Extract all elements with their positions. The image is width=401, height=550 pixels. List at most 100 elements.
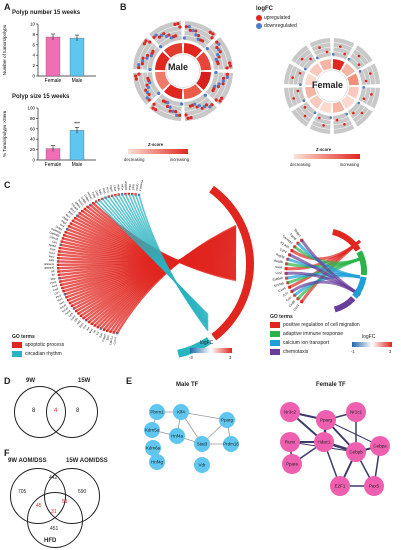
gene-dot — [216, 84, 221, 89]
y-tick-label: 0 — [32, 158, 35, 163]
gene-dot — [208, 30, 212, 34]
grid-ring — [352, 52, 366, 66]
gene-dot — [335, 118, 339, 122]
logfc-right-bar — [352, 342, 392, 347]
gene-label: Bcl3 — [68, 210, 75, 217]
panel-label-d: D — [4, 376, 11, 386]
grid-ring — [184, 30, 211, 42]
tf-node-label: Klf4 — [177, 410, 185, 415]
tf-node-hdac1 — [314, 432, 334, 452]
zscore-decreasing-male: decreasing — [124, 157, 145, 162]
zscore-bar — [155, 52, 170, 71]
gene-dot — [182, 36, 186, 40]
grid-ring — [366, 87, 372, 105]
chemotaxis-swatch — [270, 349, 280, 355]
center-circle — [166, 54, 200, 88]
gene-logfc-cell — [62, 234, 66, 237]
gene-label: Gadd45b — [49, 230, 61, 238]
gene-label: Ucp2 — [131, 184, 135, 191]
migration-swatch — [270, 322, 280, 328]
male-tf-network: Pbrm1 Klf4 Kdm5a Pparg Hnf4a Vdr Stat3 Hnf4g Kdm… — [144, 404, 239, 473]
immune-legend-label: adaptive immune response — [283, 331, 344, 337]
tf-node-pparg — [316, 410, 336, 430]
gene-dot — [296, 89, 300, 93]
apoptotic-legend-label: apoptotic process — [25, 342, 65, 348]
grid-ring — [142, 43, 154, 70]
tf-node-label: Hnf4g — [151, 460, 164, 465]
gene-dot — [214, 57, 218, 61]
gene-label: Casp3 — [101, 333, 107, 342]
gene-dot — [225, 75, 229, 79]
gene-logfc-cell — [293, 293, 297, 297]
gene-dot — [168, 105, 172, 109]
apoptotic-arc — [209, 185, 255, 341]
gene-dot — [300, 57, 304, 61]
gene-dot — [313, 111, 317, 115]
chord-ribbon — [300, 239, 361, 297]
zscore-bar — [305, 86, 317, 99]
gene-dot — [193, 102, 197, 106]
gene-label: Reg3b — [274, 259, 284, 265]
gene-label: Egr1 — [78, 321, 85, 328]
tf-node-label: Cebpa — [373, 444, 387, 449]
gene-label: Cpt1a — [135, 183, 140, 191]
grid-ring — [142, 72, 154, 99]
gene-dot — [191, 29, 195, 33]
venn-d-left-label: 9W — [26, 378, 35, 384]
gene-logfc-cell — [57, 273, 61, 277]
gene-logfc-cell — [134, 193, 137, 196]
apoptotic-swatch — [12, 342, 22, 348]
gene-dot — [309, 57, 312, 61]
zscore-decreasing-female: decreasing — [290, 162, 311, 167]
gene-dot — [146, 85, 150, 89]
calcium-legend-label: calcium ion transport — [283, 340, 330, 346]
gene-label: Ciart — [50, 247, 56, 252]
chord-ribbon — [293, 245, 361, 265]
tf-node-klf4 — [173, 404, 189, 420]
gene-dot — [144, 88, 148, 92]
gene-label: Dusp1 — [55, 224, 64, 231]
grid-ring — [333, 51, 349, 56]
gene-label: Reg3g — [275, 252, 285, 259]
tf-node-label: Cebpb — [349, 450, 363, 455]
gene-label: Clock — [49, 279, 57, 285]
female-center-label: Female — [312, 80, 344, 90]
gene-dot — [303, 114, 307, 118]
venn-d-overlap: 4 — [54, 408, 58, 414]
y-tick-label: 40 — [30, 137, 36, 142]
gene-dot — [140, 62, 144, 66]
migration-legend-label: positive regulation of cell migration — [283, 322, 360, 328]
gene-dot — [368, 72, 372, 75]
chord-ribbon — [138, 194, 209, 332]
go-term-arc — [332, 229, 361, 252]
panel-label-f: F — [4, 448, 10, 458]
polyp-size-chart: % Tumor/polyps >2mm 0 20 40 60 80 100 Female Mal… — [2, 106, 96, 168]
bar-male — [69, 37, 85, 77]
gene-label: Ier3 — [59, 222, 65, 228]
tf-node-label: Stat3 — [197, 442, 208, 447]
gene-dot — [148, 40, 152, 44]
gene-label: Txnip — [91, 191, 98, 199]
gene-dot — [145, 56, 149, 60]
gene-dot — [180, 102, 184, 106]
gene-label: Bcl2 — [105, 334, 110, 340]
grid-ring — [298, 106, 312, 120]
gene-logfc-cell — [61, 286, 64, 290]
gene-dot — [147, 98, 151, 102]
gene-dot — [292, 97, 296, 100]
gene-label: Nr1d1 — [61, 305, 70, 313]
gene-label: Nfkbia — [74, 200, 82, 209]
gene-dot — [162, 32, 166, 36]
y-tick-label: 20 — [30, 147, 36, 152]
gene-label: Cebpd — [83, 194, 91, 203]
logfc-right-min: -1 — [351, 349, 355, 354]
gene-dot — [175, 113, 179, 117]
gene-dot — [189, 116, 193, 120]
gene-label: Mcl1 — [65, 213, 72, 220]
gene-logfc-cell — [58, 277, 61, 280]
go-term-arc — [333, 296, 356, 313]
venn-f-s13: 45 — [36, 503, 42, 509]
gene-label: Cd74 — [279, 247, 287, 254]
gene-dot — [200, 106, 204, 110]
